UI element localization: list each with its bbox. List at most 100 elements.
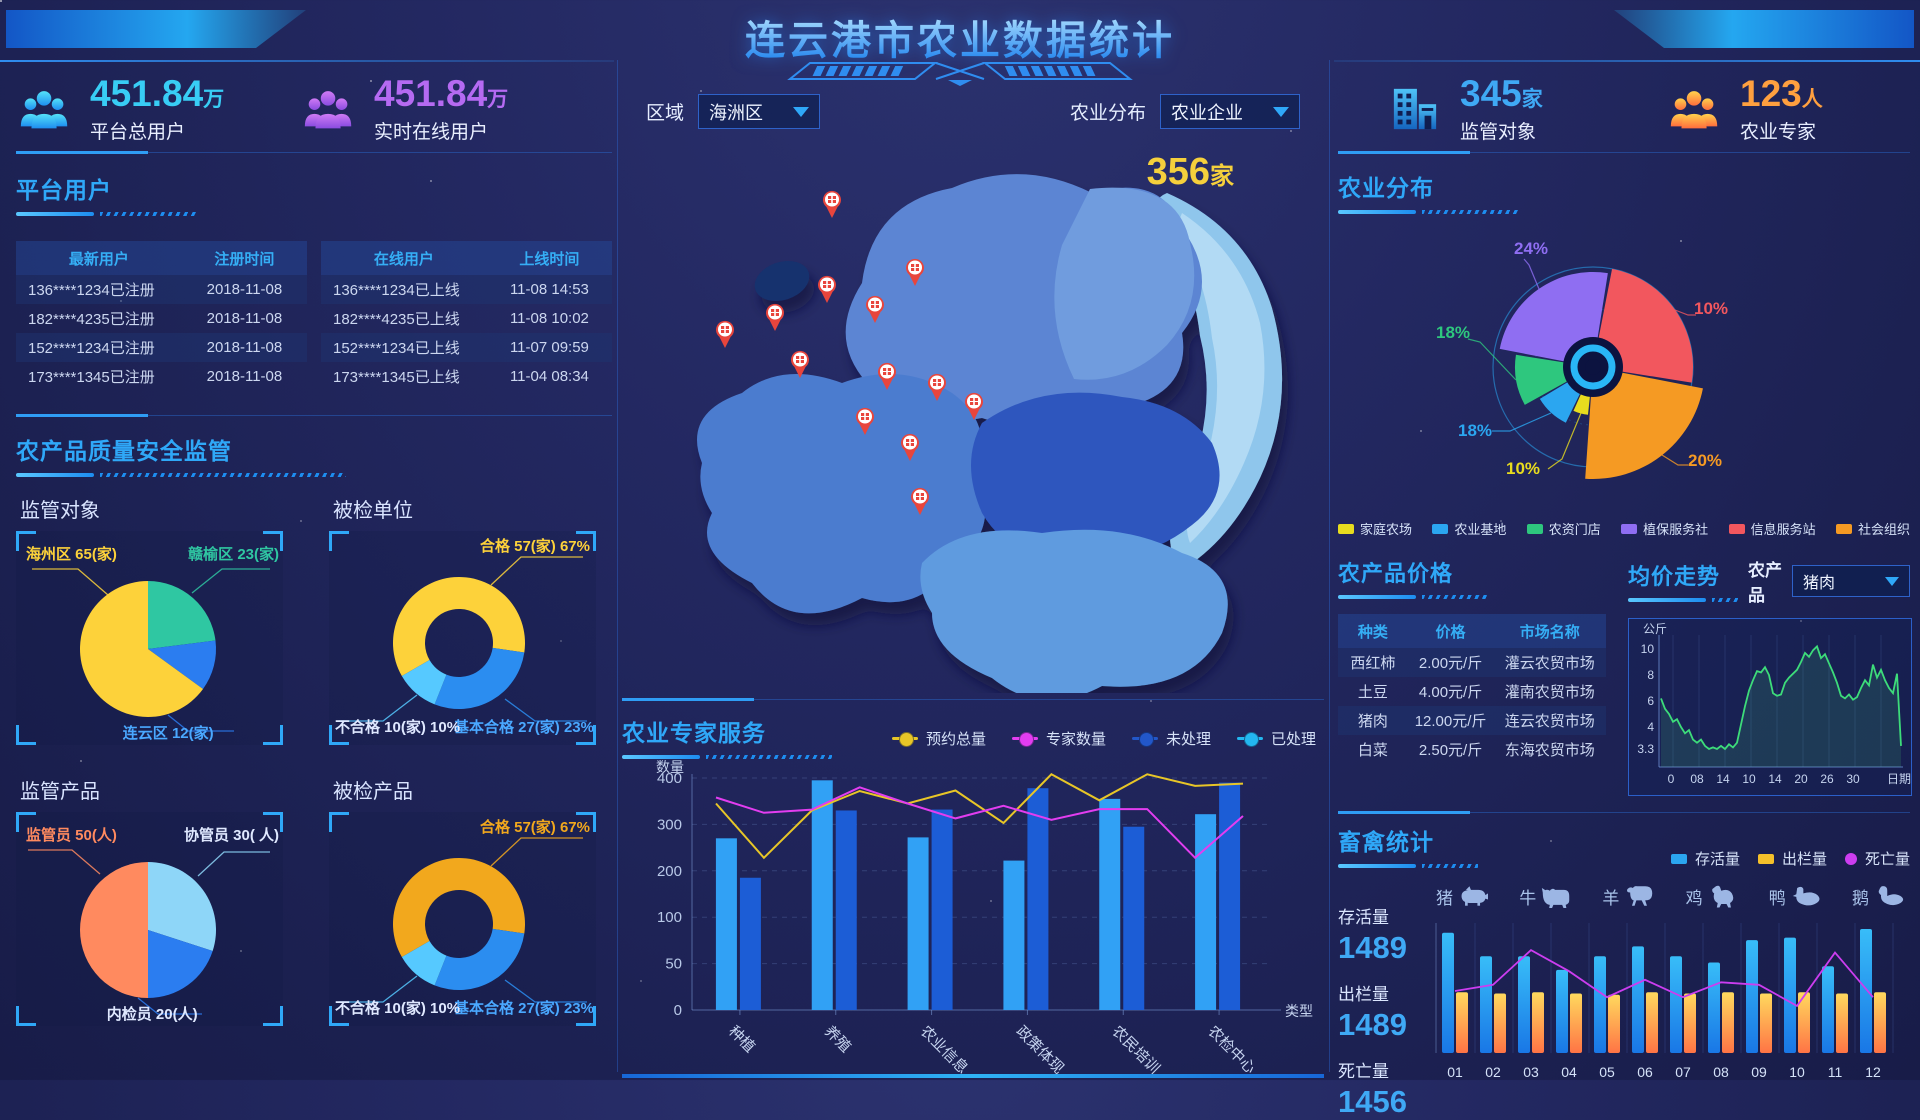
legend-label: 农资门店 [1548, 522, 1601, 537]
legend-label: 预约总量 [926, 731, 987, 748]
livestock-stats: 存活量 1489 出栏量 1489 死亡量 1456 [1338, 877, 1426, 1120]
table-header: 最新用户 注册时间 [16, 241, 307, 275]
section-title-livestock: 畜禽统计 [1338, 829, 1434, 855]
rose-percent-label: 10% [1506, 459, 1541, 478]
kind-cell: 西红柿 [1350, 655, 1396, 672]
legend-marker [892, 732, 918, 747]
table-row: 西红柿 2.00元/斤 灌云农贸市场 [1338, 648, 1606, 677]
price-cell: 2.00元/斤 [1418, 655, 1483, 672]
pie-label: 内检员 20(人) [106, 1006, 198, 1023]
user-cell: 136****1234已注册 [28, 282, 155, 299]
donut-chart [339, 837, 587, 1003]
pie-chart [32, 568, 270, 732]
svg-text:农检中心: 农检中心 [1204, 1023, 1258, 1077]
donut-chart-inspected-products: 合格 57(家) 67% 基本合格 27(家) 23% 不合格 10(家) 10… [329, 812, 596, 1026]
online-users-icon [304, 91, 352, 129]
region-map[interactable] [622, 133, 1324, 701]
legend-item[interactable]: 存活量 [1670, 848, 1740, 869]
corner-decoration [576, 1006, 596, 1026]
section-title-quality: 农产品质量安全监管 [16, 438, 232, 464]
chart-cell-supervise-products: 监管产品 监管员 50(人) 协管员 30( 人) 内检员 20(人) [16, 775, 299, 1026]
map-pin[interactable] [791, 350, 809, 378]
pie-chart-supervise-objects: 海州区 65(家) 赣榆区 23(家) 连云区 12(家) [16, 531, 283, 745]
pie-label: 连云区 12(家) [122, 725, 214, 742]
legend-marker [1012, 732, 1039, 747]
legend-item[interactable]: 已处理 [1237, 728, 1316, 749]
region-filter-label: 区域 [646, 103, 685, 124]
time-cell: 2018-11-08 [206, 310, 283, 327]
legend-item[interactable]: 专家数量 [1012, 728, 1106, 749]
legend-item[interactable]: 信息服务站 [1728, 519, 1816, 538]
svg-text:05: 05 [1599, 1064, 1615, 1080]
corner-decoration [16, 812, 36, 832]
experts-label: 农业专家 [1740, 121, 1817, 143]
distribution-select-value: 农业企业 [1171, 102, 1243, 123]
legend-item[interactable]: 家庭农场 [1338, 519, 1412, 538]
legend-item[interactable]: 死亡量 [1844, 848, 1910, 869]
legend-label: 未处理 [1166, 731, 1212, 748]
svg-text:09: 09 [1751, 1064, 1767, 1080]
map-pin[interactable] [716, 320, 734, 348]
distribution-select[interactable]: 农业企业 [1160, 94, 1300, 129]
corner-decoration [576, 531, 596, 551]
product-select[interactable]: 猪肉 [1792, 565, 1910, 597]
animal-pig: 猪 [1436, 884, 1488, 909]
legend-item[interactable]: 预约总量 [892, 728, 986, 749]
svg-text:10: 10 [1641, 642, 1655, 656]
user-cell: 136****1234已上线 [333, 282, 460, 299]
stat-online-users: 451.84万 实时在线用户 [300, 75, 508, 144]
time-cell: 11-07 09:59 [509, 339, 589, 356]
section-underline [1628, 598, 1738, 603]
region-select[interactable]: 海洲区 [698, 94, 821, 129]
title-ornament [787, 62, 1133, 86]
pie-label: 合格 57(家) 67% [479, 538, 590, 555]
duck-icon [1792, 886, 1820, 906]
chart-cell-inspected-units: 被检单位 合格 57(家) 67% 基本合格 27(家) 23% 不合格 10(… [329, 494, 612, 745]
total-users-label: 平台总用户 [90, 121, 186, 143]
section-divider [1338, 811, 1910, 814]
legend-item[interactable]: 出栏量 [1757, 848, 1827, 869]
time-cell: 11-08 14:53 [509, 281, 589, 298]
price-block: 农产品价格 种类 价格 市场名称 西红柿 2.00元/斤 灌云农贸市场 土豆 4.00… [1338, 556, 1606, 796]
map-pin[interactable] [766, 303, 784, 331]
chart-cell-inspected-products: 被检产品 合格 57(家) 67% 基本合格 27(家) 23% 不合格 10(… [329, 775, 612, 1026]
time-cell: 2018-11-08 [206, 339, 283, 356]
table-row: 173****1345已上线 11-04 08:34 [321, 362, 612, 391]
svg-text:4: 4 [1647, 720, 1654, 734]
legend-item[interactable]: 未处理 [1132, 728, 1211, 749]
trend-filter-label: 农产品 [1748, 561, 1782, 605]
svg-text:日期: 日期 [1887, 772, 1911, 786]
svg-text:03: 03 [1523, 1064, 1539, 1080]
legend-item[interactable]: 社会组织 [1835, 519, 1910, 538]
animal-label: 猪 [1436, 888, 1453, 908]
chart-title: 监管对象 [20, 500, 100, 522]
rose-legend: 家庭农场 农业基地 农资门店 植保服务社 信息服务站 社会组织 [1338, 519, 1910, 538]
svg-text:养殖: 养殖 [821, 1023, 854, 1056]
price-trend-chart: 公斤 10 8 6 4 3.3 0 08 14 10 14 20 26 30 日期 [1637, 622, 1911, 786]
expert-chart-legend: 预约总量 专家数量 未处理 已处理 [892, 728, 1316, 749]
table-row: 182****4235已上线 11-08 10:02 [321, 304, 612, 333]
animal-label: 牛 [1519, 888, 1537, 908]
legend-swatch [1338, 523, 1354, 534]
legend-item[interactable]: 农资门店 [1526, 519, 1601, 538]
pie-label: 赣榆区 23(家) [188, 546, 279, 563]
map-pin[interactable] [823, 190, 841, 218]
map-count-value: 356 [1146, 151, 1210, 193]
legend-item[interactable]: 农业基地 [1432, 519, 1506, 538]
map-pin[interactable] [818, 275, 836, 303]
svg-text:10: 10 [1789, 1064, 1805, 1080]
map-count-badge: 356家 [1147, 151, 1234, 194]
kind-cell: 土豆 [1357, 684, 1388, 701]
market-cell: 灌南农贸市场 [1504, 684, 1595, 701]
svg-text:30: 30 [1846, 772, 1860, 786]
animal-label: 鸡 [1685, 888, 1703, 908]
user-cell: 152****1234已注册 [28, 340, 155, 357]
donut-chart-inspected-units: 合格 57(家) 67% 基本合格 27(家) 23% 不合格 10(家) 10… [329, 531, 596, 745]
left-stats-row: 451.84万 平台总用户 451.84万 实时在线用户 [16, 66, 612, 152]
livestock-legend: 存活量 出栏量 死亡量 [1670, 848, 1910, 869]
table-row: 猪肉 12.00元/斤 连云农贸市场 [1338, 706, 1606, 735]
user-cell: 182****4235已注册 [28, 311, 155, 328]
animal-row: 猪 牛 羊 鸡 鸭 鹅 [1426, 877, 1910, 917]
legend-item[interactable]: 植保服务社 [1621, 519, 1708, 538]
